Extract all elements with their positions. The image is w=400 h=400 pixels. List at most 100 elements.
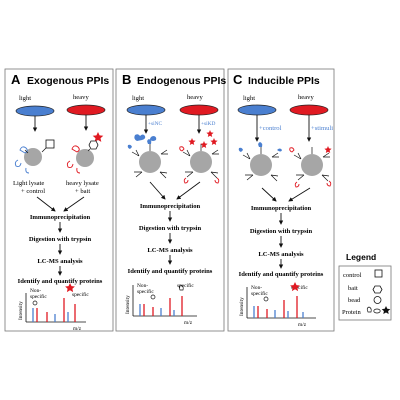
panel-a-control-square	[45, 139, 55, 149]
panel-a-heavy-dish	[66, 104, 106, 116]
panel-a-right-caption-2: + bait	[75, 188, 90, 195]
legend-protein-oval-icon	[373, 308, 381, 314]
panel-a-heavy-star	[92, 132, 104, 142]
panel-b-nonspecific-label-1: Non-	[137, 283, 148, 289]
panel-b-heavy-dish	[179, 104, 219, 116]
legend: Legend control bait bead Protein	[338, 252, 392, 321]
panel-b-heavy-antibodies	[182, 144, 219, 179]
panel-b-step-immunoprecipitation: Immunoprecipitation	[140, 203, 201, 210]
panel-c-converge-left	[261, 187, 277, 202]
legend-control-square-icon	[374, 269, 383, 278]
panel-b-spectrum-protein-icon	[178, 284, 184, 291]
panel-c-light-bound	[238, 142, 282, 152]
panel-b-step-lcms: LC-MS analysis	[147, 247, 193, 254]
panel-a-nonspecific-label-2: specific	[30, 293, 47, 300]
panel-c-heavy-antibodies	[293, 147, 330, 182]
panel-b-heavy-bound	[179, 146, 220, 184]
panel-a-step-identify: Identify and quantify proteins	[18, 278, 103, 285]
panel-b-step-identify: Identify and quantify proteins	[128, 268, 213, 275]
panel-a-spectrum: Intensity m/z Non- specific specific	[18, 283, 89, 332]
panel-c-title: Inducible PPIs	[248, 75, 320, 87]
panel-c-heavy-dish	[289, 104, 329, 116]
panel-c-step-digestion: Digestion with trypsin	[250, 228, 313, 235]
panel-c-heavy-star	[324, 146, 332, 153]
panel-b-spectrum: Intensity m/z Non- specific specific	[125, 282, 197, 326]
legend-label-bait: bait	[348, 285, 358, 292]
panel-a-right-caption-1: heavy lysate	[66, 180, 99, 187]
panel-c-nonspecific-label-1: Non-	[251, 285, 262, 291]
panel-a-light-label: light	[19, 95, 31, 102]
panel-b-heavy-label: heavy	[187, 94, 203, 101]
panel-b-converge-right	[176, 181, 201, 200]
panel-b-spectrum-x-label: m/z	[184, 320, 193, 326]
panel-a: A Exogenous PPIs light heavy	[4, 68, 114, 332]
panel-c-light-dish	[237, 104, 277, 116]
panel-c-heavy-bead	[301, 154, 323, 176]
panel-a-step-immunoprecipitation: Immunoprecipitation	[30, 214, 91, 221]
panel-c-light-antibodies	[242, 147, 279, 182]
panel-a-heavy-bead	[76, 149, 94, 167]
panel-a-light-proteins	[14, 146, 30, 174]
panel-b-light-dish	[126, 104, 166, 116]
panel-c-converge-right	[288, 187, 311, 202]
panel-c-spectrum-x-label: m/z	[298, 322, 307, 328]
panel-a-heavy-linker	[87, 148, 91, 152]
panel-b-heavy-bead	[190, 151, 212, 173]
panel-b-spectrum-control-icon	[150, 294, 156, 300]
panel-a-step-lcms: LC-MS analysis	[37, 258, 83, 265]
legend-protein-shape-icon	[366, 306, 372, 313]
panel-c-step-identify: Identify and quantify proteins	[239, 271, 324, 278]
panel-b-frame	[115, 68, 225, 332]
panel-a-frame	[4, 68, 114, 332]
panel-b-specific-label: specific	[177, 282, 194, 289]
panel-b-light-label: light	[132, 95, 144, 102]
panel-b-light-antibodies	[131, 144, 168, 179]
panel-c-light-bead	[250, 154, 272, 176]
panel-a-converge-left	[36, 196, 56, 212]
panel-a-light-bead	[24, 148, 42, 166]
legend-protein-star-icon	[381, 306, 391, 314]
panel-b-letter: B	[122, 72, 131, 87]
panel-b-spectrum-y-label: Intensity	[125, 295, 131, 314]
panel-c: C Inducible PPIs light heavy +control +s…	[227, 68, 335, 332]
panel-b-title: Endogenous PPIs	[137, 75, 226, 87]
panel-a-step-digestion: Digestion with trypsin	[29, 236, 92, 243]
panel-a-left-caption-1: Light lysate	[13, 180, 44, 187]
panel-a-specific-label: specific	[72, 291, 89, 298]
panel-b-light-proteins	[134, 134, 157, 141]
panel-c-light-label: light	[243, 95, 255, 102]
panel-c-spectrum-control-icon	[263, 296, 269, 302]
legend-title: Legend	[346, 252, 376, 262]
panel-a-heavy-proteins	[66, 145, 81, 174]
panel-c-spectrum-star-icon	[290, 282, 300, 292]
panel-a-left-caption-2: + control	[21, 188, 45, 195]
panel-c-right-treatment: +stimuli	[311, 125, 333, 132]
legend-bait-hexagon-icon	[372, 285, 383, 294]
panel-c-spectrum-y-label: Intensity	[239, 297, 245, 316]
panel-a-converge-right	[63, 196, 85, 212]
panel-c-frame	[227, 68, 335, 332]
panel-a-control-linker	[41, 147, 47, 153]
panel-b-light-bead	[139, 151, 161, 173]
panel-a-spectrum-y-label: Intensity	[18, 301, 24, 320]
panel-c-heavy-label: heavy	[298, 94, 314, 101]
panel-a-nonspecific-label-1: Non-	[30, 288, 41, 294]
panel-a-letter: A	[11, 72, 21, 87]
panel-b-light-bound	[127, 139, 152, 149]
panel-b-left-treatment: +siNC	[148, 121, 163, 127]
panel-a-light-linker	[24, 149, 29, 154]
panel-b: B Endogenous PPIs light heavy +siNC +siK…	[115, 68, 226, 332]
panel-c-spectrum: Intensity m/z Non- specific specific	[239, 282, 316, 328]
panel-c-nonspecific-label-2: specific	[251, 290, 268, 297]
legend-bead-circle-icon	[373, 296, 382, 304]
legend-label-control: control	[343, 272, 362, 279]
panel-a-spectrum-x-label: m/z	[73, 326, 82, 332]
legend-box	[338, 265, 392, 321]
legend-label-protein: Protein	[342, 309, 362, 316]
panel-b-step-digestion: Digestion with trypsin	[139, 225, 202, 232]
panel-a-bait-hexagon	[88, 140, 99, 150]
panel-c-step-lcms: LC-MS analysis	[258, 251, 304, 258]
panel-b-nonspecific-label-2: specific	[137, 288, 154, 295]
panel-c-left-treatment: +control	[259, 125, 282, 132]
